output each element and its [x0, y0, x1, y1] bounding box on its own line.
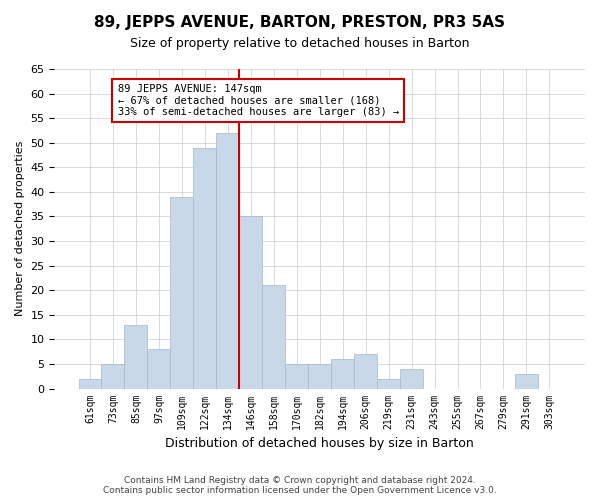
Text: 89 JEPPS AVENUE: 147sqm
← 67% of detached houses are smaller (168)
33% of semi-d: 89 JEPPS AVENUE: 147sqm ← 67% of detache…: [118, 84, 399, 117]
Bar: [193, 148, 217, 388]
Bar: [377, 378, 400, 388]
Bar: [285, 364, 308, 388]
Text: Size of property relative to detached houses in Barton: Size of property relative to detached ho…: [130, 38, 470, 51]
X-axis label: Distribution of detached houses by size in Barton: Distribution of detached houses by size …: [166, 437, 474, 450]
Bar: [308, 364, 331, 388]
Bar: [124, 324, 148, 388]
Bar: [148, 349, 170, 389]
Text: Contains HM Land Registry data © Crown copyright and database right 2024.
Contai: Contains HM Land Registry data © Crown c…: [103, 476, 497, 495]
Bar: [331, 359, 354, 388]
Bar: [262, 286, 285, 389]
Bar: [217, 133, 239, 388]
Y-axis label: Number of detached properties: Number of detached properties: [15, 141, 25, 316]
Bar: [170, 197, 193, 388]
Bar: [400, 369, 423, 388]
Bar: [101, 364, 124, 388]
Bar: [354, 354, 377, 388]
Text: 89, JEPPS AVENUE, BARTON, PRESTON, PR3 5AS: 89, JEPPS AVENUE, BARTON, PRESTON, PR3 5…: [95, 15, 505, 30]
Bar: [239, 216, 262, 388]
Bar: [79, 378, 101, 388]
Bar: [515, 374, 538, 388]
